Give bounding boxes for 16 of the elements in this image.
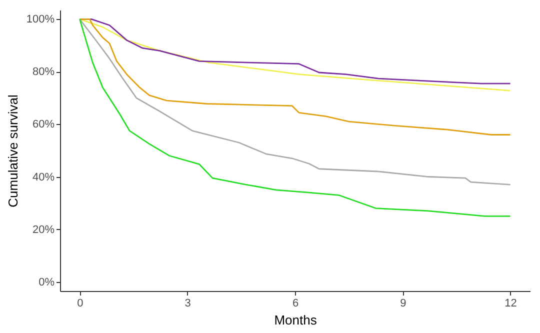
x-tick-label: 9 <box>400 298 406 310</box>
y-axis-title: Cumulative survival <box>5 94 20 208</box>
line-series <box>79 18 511 136</box>
x-axis-title: Months <box>274 312 318 328</box>
x-tick-label: 12 <box>504 298 517 310</box>
x-tick-label: 3 <box>184 298 191 310</box>
y-tick-label: 80% <box>32 66 55 78</box>
y-tick-label: 20% <box>32 224 55 236</box>
y-tick-label: 0% <box>38 276 55 288</box>
y-tick-label: 40% <box>32 171 55 184</box>
x-tick-label: 6 <box>292 298 299 310</box>
line-series <box>79 18 511 186</box>
line-series <box>79 18 511 217</box>
x-tick-label: 0 <box>77 298 84 310</box>
y-tick-label: 100% <box>26 14 55 26</box>
y-tick-label: 60% <box>32 118 55 131</box>
